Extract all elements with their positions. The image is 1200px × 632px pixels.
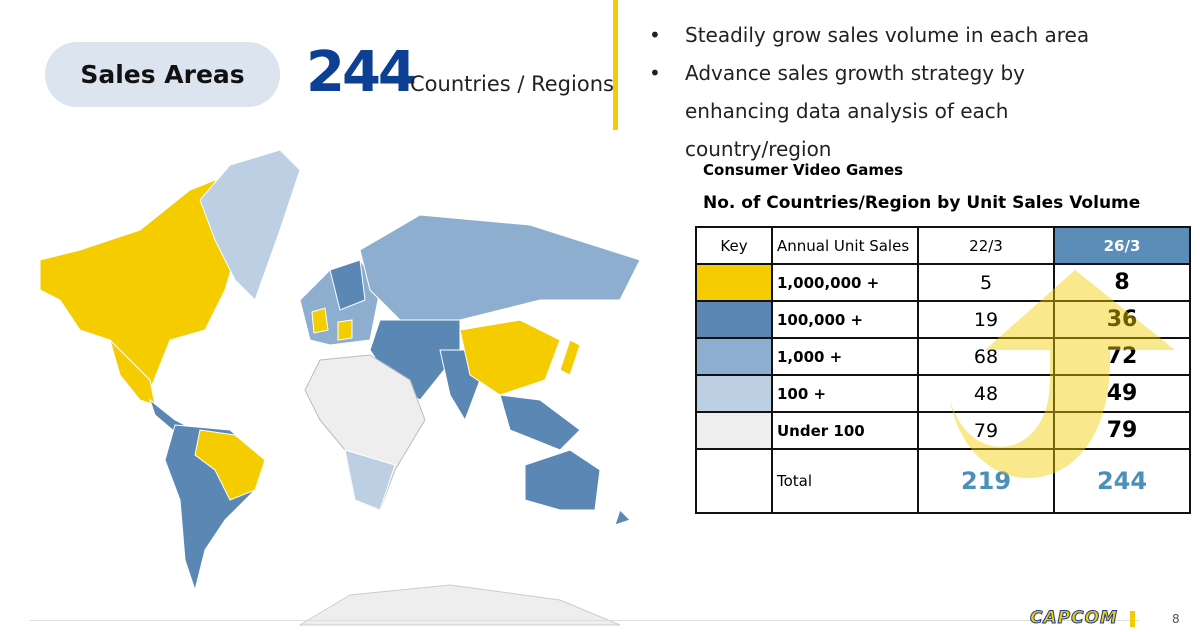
- count: 244: [306, 40, 417, 105]
- value-26: 8: [1053, 263, 1191, 302]
- total-26: 244: [1053, 448, 1191, 514]
- column-header: 26/3: [1053, 226, 1191, 265]
- count-label: Countries / Regions: [410, 72, 614, 96]
- bullet: Steadily grow sales volume in each area: [645, 16, 1115, 54]
- page-number: 8: [1172, 612, 1180, 626]
- value-22: 19: [917, 300, 1055, 339]
- table-row: 100 +48 49: [695, 374, 1191, 413]
- column-header: Key: [695, 226, 773, 265]
- key-swatch: [695, 448, 773, 514]
- value-26: 49: [1053, 374, 1191, 413]
- key-swatch: [695, 263, 773, 302]
- key-swatch: [695, 300, 773, 339]
- logo: CAPCOM: [1030, 608, 1118, 629]
- table-title: No. of Countries/Region by Unit Sales Vo…: [703, 193, 1141, 213]
- table-body: Key Annual Unit Sales 22/3 26/3 1,000,000 +5…: [695, 226, 1191, 514]
- badge: Sales Areas: [45, 42, 280, 107]
- logo-bar: [1130, 611, 1135, 627]
- table-row: 100,000 +19 36: [695, 300, 1191, 339]
- column-header: Annual Unit Sales: [771, 226, 919, 265]
- total-row: Total 219 244: [695, 448, 1191, 514]
- row-label: Under 100: [771, 411, 919, 450]
- header-row: Key Annual Unit Sales 22/3 26/3: [695, 226, 1191, 265]
- table-subtitle: Consumer Video Games: [703, 161, 904, 179]
- world-map: [39, 149, 641, 626]
- total-22: 219: [917, 448, 1055, 514]
- key-swatch: [695, 374, 773, 413]
- table-row: 1,000,000 +5 8: [695, 263, 1191, 302]
- growth-arrow: [950, 270, 1175, 479]
- value-22: 5: [917, 263, 1055, 302]
- total-label: Total: [771, 448, 919, 514]
- key-swatch: [695, 337, 773, 376]
- row-label: 1,000,000 +: [771, 263, 919, 302]
- sales-table: Key Annual Unit Sales 22/3 26/3 1,000,000 +5…: [695, 226, 1191, 514]
- value-22: 68: [917, 337, 1055, 376]
- table-row: Under 100 79 79: [695, 411, 1191, 450]
- value-22: 79: [917, 411, 1055, 450]
- divider: [613, 0, 618, 130]
- row-label: 1,000 +: [771, 337, 919, 376]
- bullet: Advance sales growth strategy by enhanci…: [645, 54, 1115, 168]
- bullet-list: Steadily grow sales volume in each area …: [645, 16, 1115, 168]
- row-label: 100,000 +: [771, 300, 919, 339]
- footer-line: [30, 620, 1140, 621]
- key-swatch: [695, 411, 773, 450]
- value-22: 48: [917, 374, 1055, 413]
- column-header: 22/3: [917, 226, 1055, 265]
- value-26: 79: [1053, 411, 1191, 450]
- value-26: 36: [1053, 300, 1191, 339]
- row-label: 100 +: [771, 374, 919, 413]
- table-row: 1,000 +68 72: [695, 337, 1191, 376]
- value-26: 72: [1053, 337, 1191, 376]
